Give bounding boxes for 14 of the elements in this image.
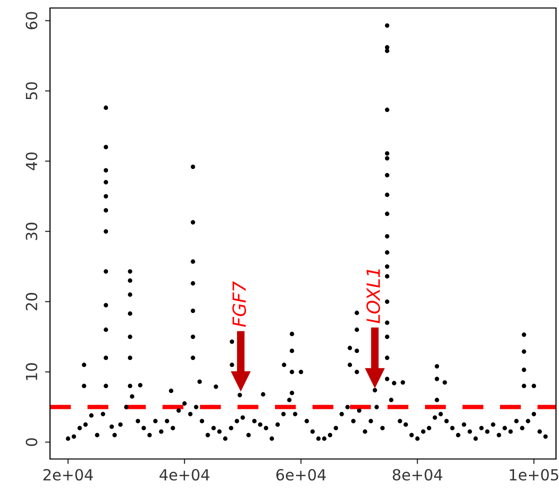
y-tick-label: 60 xyxy=(26,12,38,30)
y-tick-label: 0 xyxy=(26,438,38,446)
x-tick-label: 4e+04 xyxy=(160,468,210,481)
y-tick-label: 50 xyxy=(26,82,38,100)
x-tick-label: 2e+04 xyxy=(43,468,93,481)
x-tick-label: 6e+04 xyxy=(276,468,326,481)
y-tick-label: 40 xyxy=(26,152,38,170)
annotation: FGF7 xyxy=(232,281,246,327)
y-tick-label: 10 xyxy=(26,363,38,380)
y-tick-label: 20 xyxy=(26,292,38,310)
annotation: LOXL1 xyxy=(366,269,380,324)
x-tick-label: 8e+04 xyxy=(392,468,442,481)
y-tick-label: 30 xyxy=(26,222,38,240)
x-tick-label: 1e+05 xyxy=(510,468,558,481)
